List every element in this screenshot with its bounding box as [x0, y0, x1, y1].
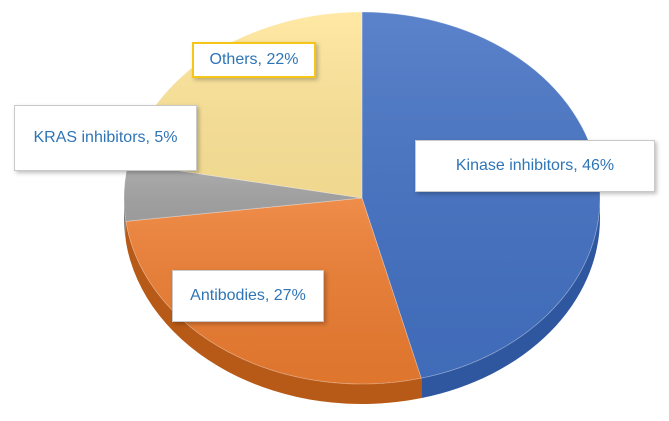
pie-side-kras-inhibitors — [124, 198, 126, 242]
pie-side-walls — [124, 198, 600, 405]
pie-side-kinase-inhibitors — [421, 198, 600, 399]
data-label-kinase-inhibitors: Kinase inhibitors, 46% — [415, 140, 655, 192]
data-label-antibodies: Antibodies, 27% — [172, 270, 324, 322]
pie-slice-shade-kinase-inhibitors — [362, 12, 600, 379]
pie-slice-shade-kras-inhibitors — [124, 163, 363, 222]
pie-side-antibodies — [125, 221, 422, 405]
data-label-kras-inhibitors: KRAS inhibitors, 5% — [14, 105, 197, 171]
data-label-others: Others, 22% — [192, 42, 316, 78]
